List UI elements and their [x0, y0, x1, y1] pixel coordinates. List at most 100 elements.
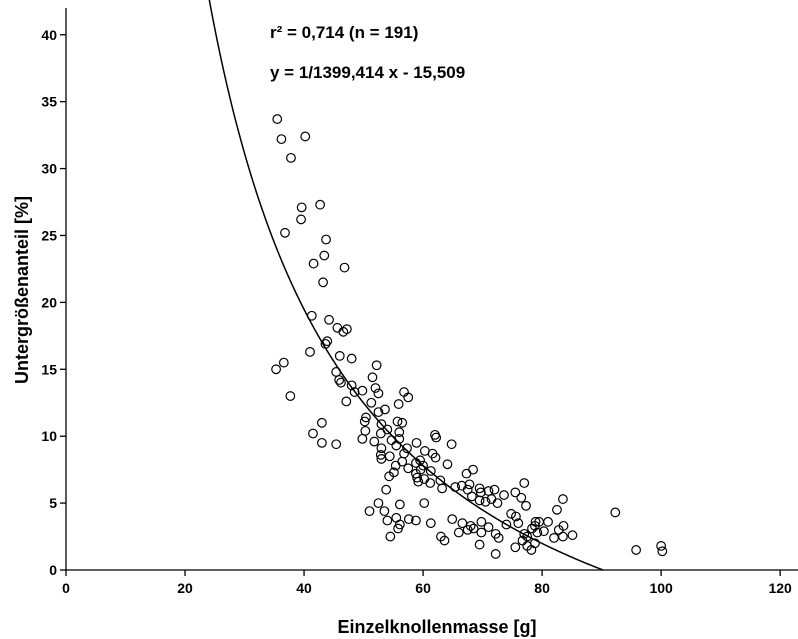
x-tick-label: 80: [534, 580, 550, 596]
data-point: [558, 494, 568, 504]
data-point: [474, 495, 485, 506]
data-point: [339, 262, 350, 273]
data-point: [305, 346, 315, 357]
data-point: [384, 451, 395, 462]
data-point: [324, 314, 334, 325]
data-point: [386, 435, 397, 446]
data-point: [393, 523, 403, 534]
data-point: [394, 433, 405, 444]
data-point: [373, 388, 384, 399]
data-point: [510, 542, 521, 553]
data-point: [336, 377, 346, 388]
data-point: [403, 514, 414, 525]
y-tick-label: 25: [41, 227, 57, 243]
data-point: [320, 338, 331, 349]
data-point: [499, 490, 509, 500]
x-ticks: 0 20 40 60 80 100 120: [62, 570, 792, 596]
y-ticks: 0 5 10 15 20 25 30 35 40: [41, 27, 66, 578]
x-tick-label: 100: [649, 580, 673, 596]
data-point: [442, 459, 453, 470]
data-point: [380, 404, 390, 415]
data-point: [631, 545, 642, 555]
y-tick-label: 10: [41, 428, 57, 444]
data-point: [285, 391, 296, 401]
data-point: [276, 134, 287, 145]
data-point: [308, 428, 318, 439]
data-point: [476, 516, 487, 527]
data-point: [376, 454, 387, 464]
data-point: [370, 383, 381, 393]
data-point: [371, 360, 382, 371]
axes: 0 20 40 60 80 100 120 0 5 10 15 20 25 30 35 40: [41, 8, 798, 596]
data-point: [468, 523, 479, 534]
data-point: [382, 515, 393, 526]
data-point: [461, 468, 472, 479]
data-point: [403, 463, 414, 474]
data-point: [376, 443, 387, 454]
y-tick-label: 40: [41, 27, 57, 43]
data-point: [474, 483, 485, 494]
data-point: [332, 322, 343, 333]
data-point: [425, 478, 436, 488]
data-point: [501, 519, 512, 530]
fit-curve: [208, 0, 604, 571]
data-point: [359, 416, 370, 427]
data-point: [394, 499, 405, 510]
data-point: [419, 498, 430, 509]
data-point: [271, 364, 281, 375]
data-point: [431, 432, 442, 443]
data-point: [521, 500, 531, 511]
y-tick-label: 20: [41, 294, 57, 310]
data-point: [425, 466, 436, 476]
data-point: [480, 496, 491, 507]
x-tick-label: 20: [177, 580, 193, 596]
data-point: [334, 351, 345, 361]
data-point: [411, 458, 421, 468]
data-point: [490, 549, 501, 559]
data-point: [516, 492, 527, 503]
data-points: [271, 114, 668, 559]
data-point: [430, 452, 441, 463]
data-point: [360, 425, 371, 436]
data-point: [367, 372, 378, 383]
data-point: [474, 539, 485, 550]
data-point: [319, 250, 330, 261]
data-point: [483, 522, 494, 533]
data-point: [349, 387, 360, 397]
data-point: [317, 437, 327, 448]
data-point: [300, 131, 311, 142]
data-point: [450, 482, 461, 492]
data-point: [317, 417, 327, 428]
data-point: [476, 527, 487, 538]
data-point: [511, 511, 521, 522]
data-point: [483, 486, 494, 496]
y-axis-title: Untergrößenanteil [%]: [12, 196, 32, 384]
data-point: [466, 491, 477, 502]
data-point: [403, 392, 414, 403]
data-point: [492, 498, 503, 509]
data-point: [390, 460, 401, 471]
x-axis-title: Einzelknollenmasse [g]: [337, 617, 536, 637]
data-point: [493, 532, 504, 543]
data-point: [530, 520, 540, 531]
data-point: [558, 531, 568, 542]
data-point: [538, 526, 549, 537]
data-point: [453, 527, 464, 538]
data-point: [373, 498, 384, 509]
data-point: [364, 506, 375, 517]
data-point: [413, 476, 424, 487]
data-point: [376, 419, 387, 430]
r-squared-annotation: r² = 0,714 (n = 191): [270, 23, 418, 42]
data-point: [361, 412, 371, 423]
data-point: [338, 326, 349, 337]
data-point: [308, 258, 319, 269]
x-tick-label: 60: [415, 580, 431, 596]
data-point: [286, 152, 296, 163]
data-point: [446, 439, 457, 450]
data-point: [567, 530, 578, 541]
data-point: [397, 417, 408, 428]
data-point: [315, 199, 326, 210]
data-point: [278, 357, 289, 368]
data-point: [549, 532, 559, 543]
data-point: [532, 527, 543, 538]
